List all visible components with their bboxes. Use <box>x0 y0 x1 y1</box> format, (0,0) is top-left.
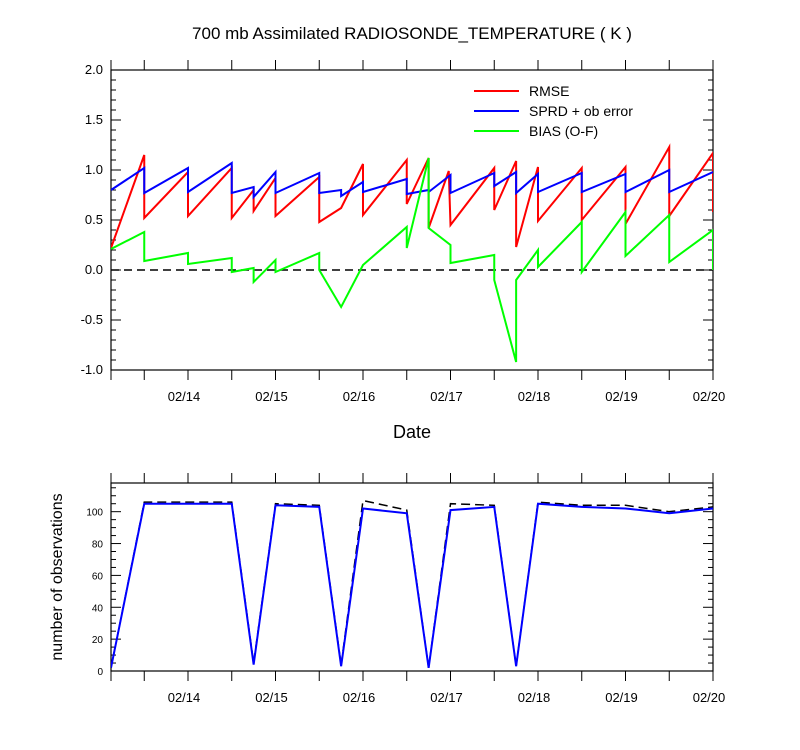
x-tick-label: 02/20 <box>693 690 726 705</box>
x-tick-label: 02/19 <box>605 389 638 404</box>
y-tick-label: -1.0 <box>81 362 103 377</box>
legend-label: BIAS (O-F) <box>529 123 598 139</box>
chart-title: 700 mb Assimilated RADIOSONDE_TEMPERATUR… <box>192 24 632 43</box>
x-tick-label: 02/15 <box>255 690 288 705</box>
x-tick-label: 02/15 <box>255 389 288 404</box>
y-tick-label: 1.5 <box>85 112 103 127</box>
x-axis-label: Date <box>393 422 431 442</box>
x-tick-label: 02/19 <box>605 690 638 705</box>
legend-label: RMSE <box>529 83 569 99</box>
x-tick-label: 02/17 <box>430 690 463 705</box>
y-tick-label: 1.0 <box>85 162 103 177</box>
x-tick-label: 02/18 <box>518 389 551 404</box>
y-tick-label: 2.0 <box>85 62 103 77</box>
series-line-rmse <box>111 143 713 249</box>
y-tick-label: 100 <box>86 508 103 519</box>
y-tick-label: 0.0 <box>85 262 103 277</box>
x-tick-label: 02/18 <box>518 690 551 705</box>
x-tick-label: 02/16 <box>343 389 376 404</box>
top-plot: 2.0 1.5 1.0 0.5 0.0 -0.5 -1.0 02/14 02/15 02/16 02… <box>81 60 726 404</box>
y-tick-label: -0.5 <box>81 312 103 327</box>
y-tick-label: 40 <box>92 603 104 614</box>
bottom-plot: 100 80 60 40 20 0 02/14 02/15 02/16 02/17 02/18 02/… <box>86 473 725 705</box>
x-tick-label: 02/14 <box>168 690 201 705</box>
x-tick-label: 02/20 <box>693 389 726 404</box>
series-line-sprd-ob-error <box>111 161 713 200</box>
y-tick-label: 80 <box>92 540 104 551</box>
x-tick-label: 02/17 <box>430 389 463 404</box>
y-tick-label: 20 <box>92 635 104 646</box>
x-tick-label: 02/16 <box>343 690 376 705</box>
x-tick-label: 02/14 <box>168 389 201 404</box>
y-axis-label-observations: number of observations <box>49 493 66 660</box>
plot-frame <box>110 482 714 672</box>
legend-label: SPRD + ob error <box>529 103 633 119</box>
series-line-possible <box>111 499 713 668</box>
y-tick-label: 60 <box>92 571 104 582</box>
series-line-bias-o-f <box>111 157 713 363</box>
series-line-assimilated <box>111 502 713 669</box>
y-tick-label: 0.5 <box>85 212 103 227</box>
y-tick-label: 0 <box>97 667 103 678</box>
